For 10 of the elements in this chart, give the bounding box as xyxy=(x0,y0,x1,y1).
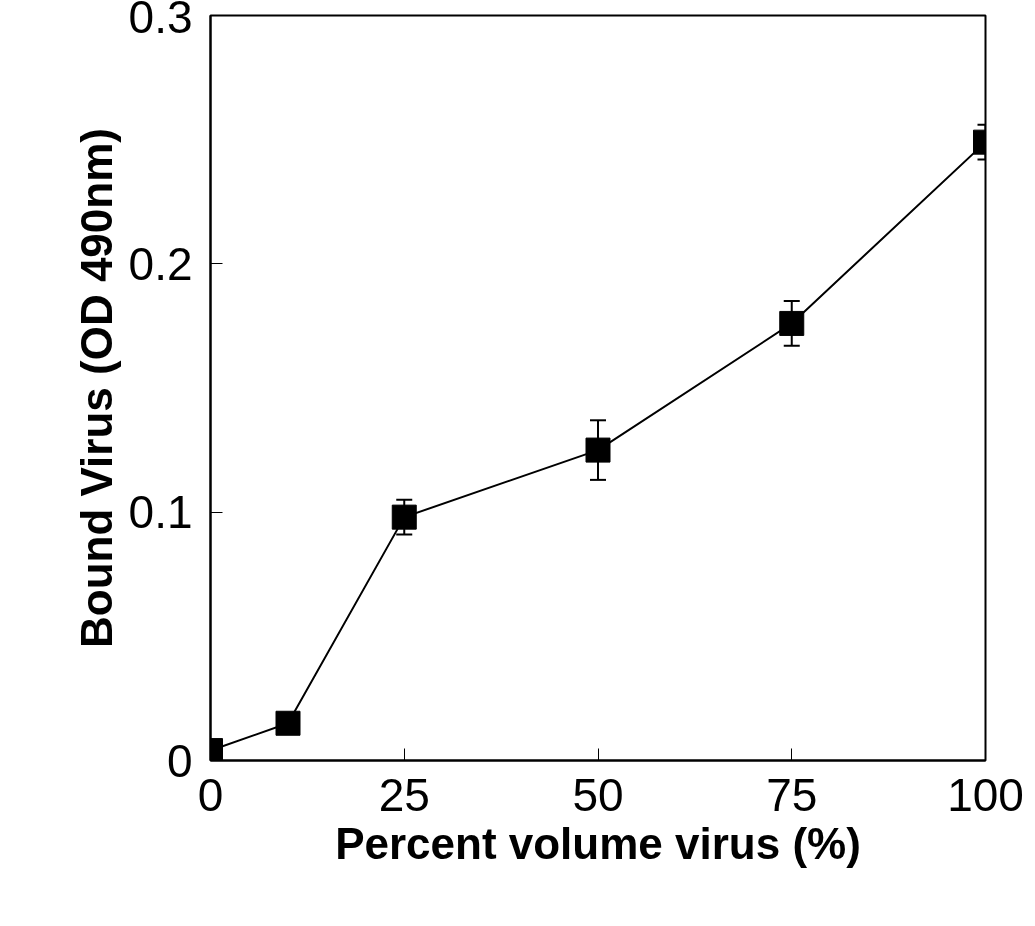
x-tick-label: 25 xyxy=(378,768,430,821)
x-axis-title: Percent volume virus (%) xyxy=(335,818,861,868)
y-axis-title: Bound Virus (OD 490nm) xyxy=(71,128,121,648)
x-tick-label: 50 xyxy=(572,768,624,821)
x-tick-label: 75 xyxy=(766,768,818,821)
y-tick-label: 0.3 xyxy=(128,0,193,43)
y-tick-label: 0.2 xyxy=(128,237,193,290)
y-tick-label: 0.1 xyxy=(128,486,193,539)
y-tick-label: 0 xyxy=(166,734,193,787)
x-tick-label: 100 xyxy=(947,768,1024,821)
